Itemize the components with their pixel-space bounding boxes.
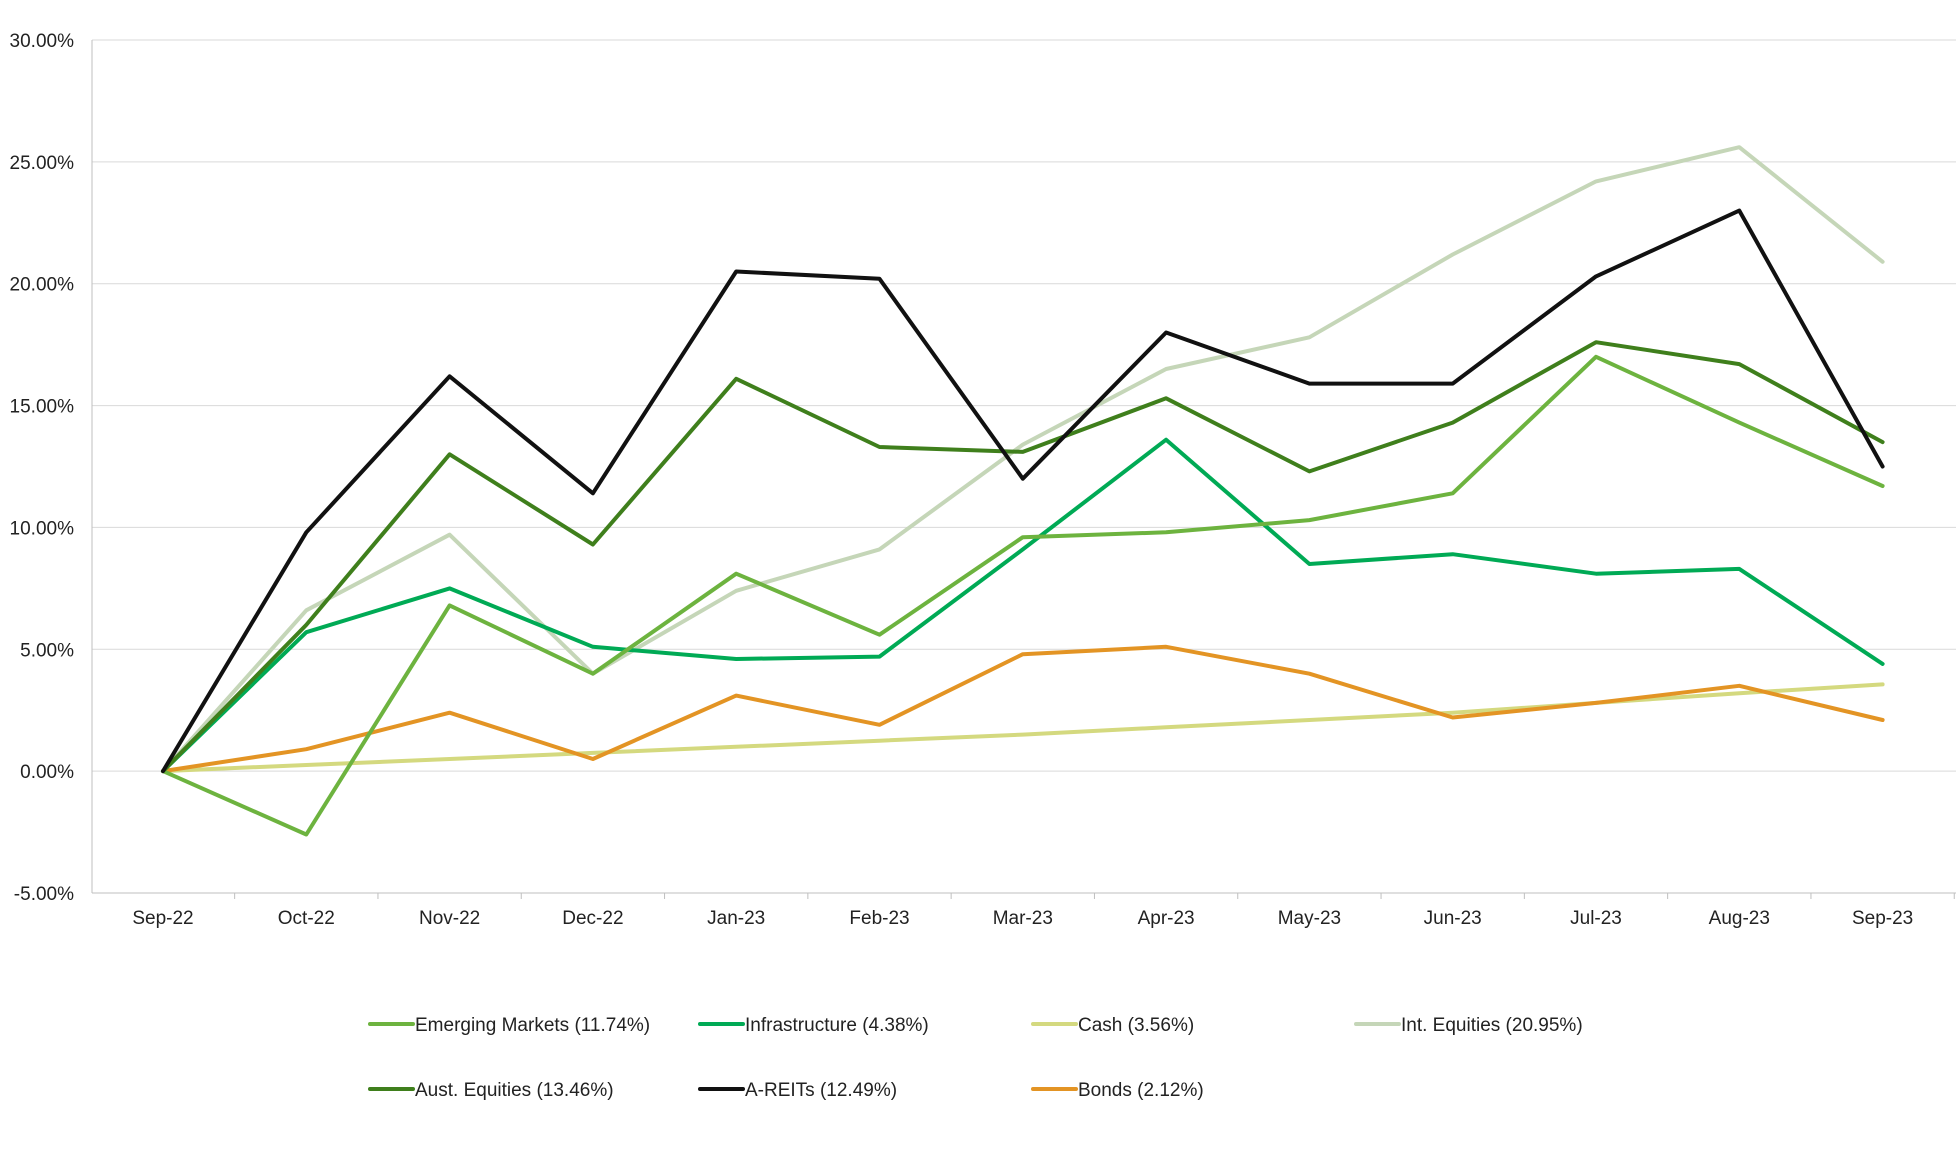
- x-tick-label: Nov-22: [419, 908, 480, 929]
- x-tick-label: Aug-23: [1709, 908, 1770, 929]
- series-line-aust-equities: [161, 340, 1885, 774]
- series-line-emerging-markets: [161, 354, 1885, 837]
- legend-label-emerging-markets: Emerging Markets (11.74%): [415, 1015, 650, 1036]
- y-tick-label: 30.00%: [10, 31, 75, 52]
- x-tick-label: Jan-23: [707, 908, 765, 929]
- series-line-a-reits: [161, 208, 1885, 774]
- series-line-cash: [161, 682, 1885, 774]
- x-tick-label: Dec-22: [562, 908, 623, 929]
- x-tick-label: Apr-23: [1138, 908, 1195, 929]
- legend-label-infrastructure: Infrastructure (4.38%): [745, 1015, 929, 1036]
- x-tick-label: Feb-23: [849, 908, 909, 929]
- y-tick-label: -5.00%: [14, 884, 74, 905]
- legend-label-bonds: Bonds (2.12%): [1078, 1080, 1204, 1101]
- legend-label-int-equities: Int. Equities (20.95%): [1401, 1015, 1583, 1036]
- y-tick-label: 10.00%: [10, 518, 75, 539]
- series-line-int-equities: [161, 145, 1885, 774]
- series-line-infrastructure: [161, 437, 1885, 774]
- x-tick-label: Mar-23: [993, 908, 1053, 929]
- y-tick-label: 25.00%: [10, 153, 75, 174]
- x-tick-label: Jul-23: [1570, 908, 1622, 929]
- series-line-bonds: [161, 644, 1885, 774]
- gridlines: [92, 39, 1956, 894]
- x-tick-label: Sep-22: [132, 908, 193, 929]
- x-tick-label: May-23: [1278, 908, 1341, 929]
- y-tick-label: 0.00%: [20, 762, 74, 783]
- y-tick-label: 20.00%: [10, 275, 75, 296]
- axes: -5.00% 0.00% 5.00% 10.00% 15.00% 20.00% 25.00%…: [10, 31, 1956, 929]
- legend-label-a-reits: A-REITs (12.49%): [745, 1080, 897, 1101]
- x-tick-label: Jun-23: [1424, 908, 1482, 929]
- legend: Emerging Markets (11.74%) Infrastructure …: [368, 1015, 1583, 1101]
- y-tick-label: 5.00%: [20, 640, 74, 661]
- x-tick-label: Sep-23: [1852, 908, 1913, 929]
- series-lines: [161, 145, 1885, 837]
- x-tick-label: Oct-22: [278, 908, 335, 929]
- legend-label-aust-equities: Aust. Equities (13.46%): [415, 1080, 614, 1101]
- y-tick-label: 15.00%: [10, 397, 75, 418]
- legend-label-cash: Cash (3.56%): [1078, 1015, 1194, 1036]
